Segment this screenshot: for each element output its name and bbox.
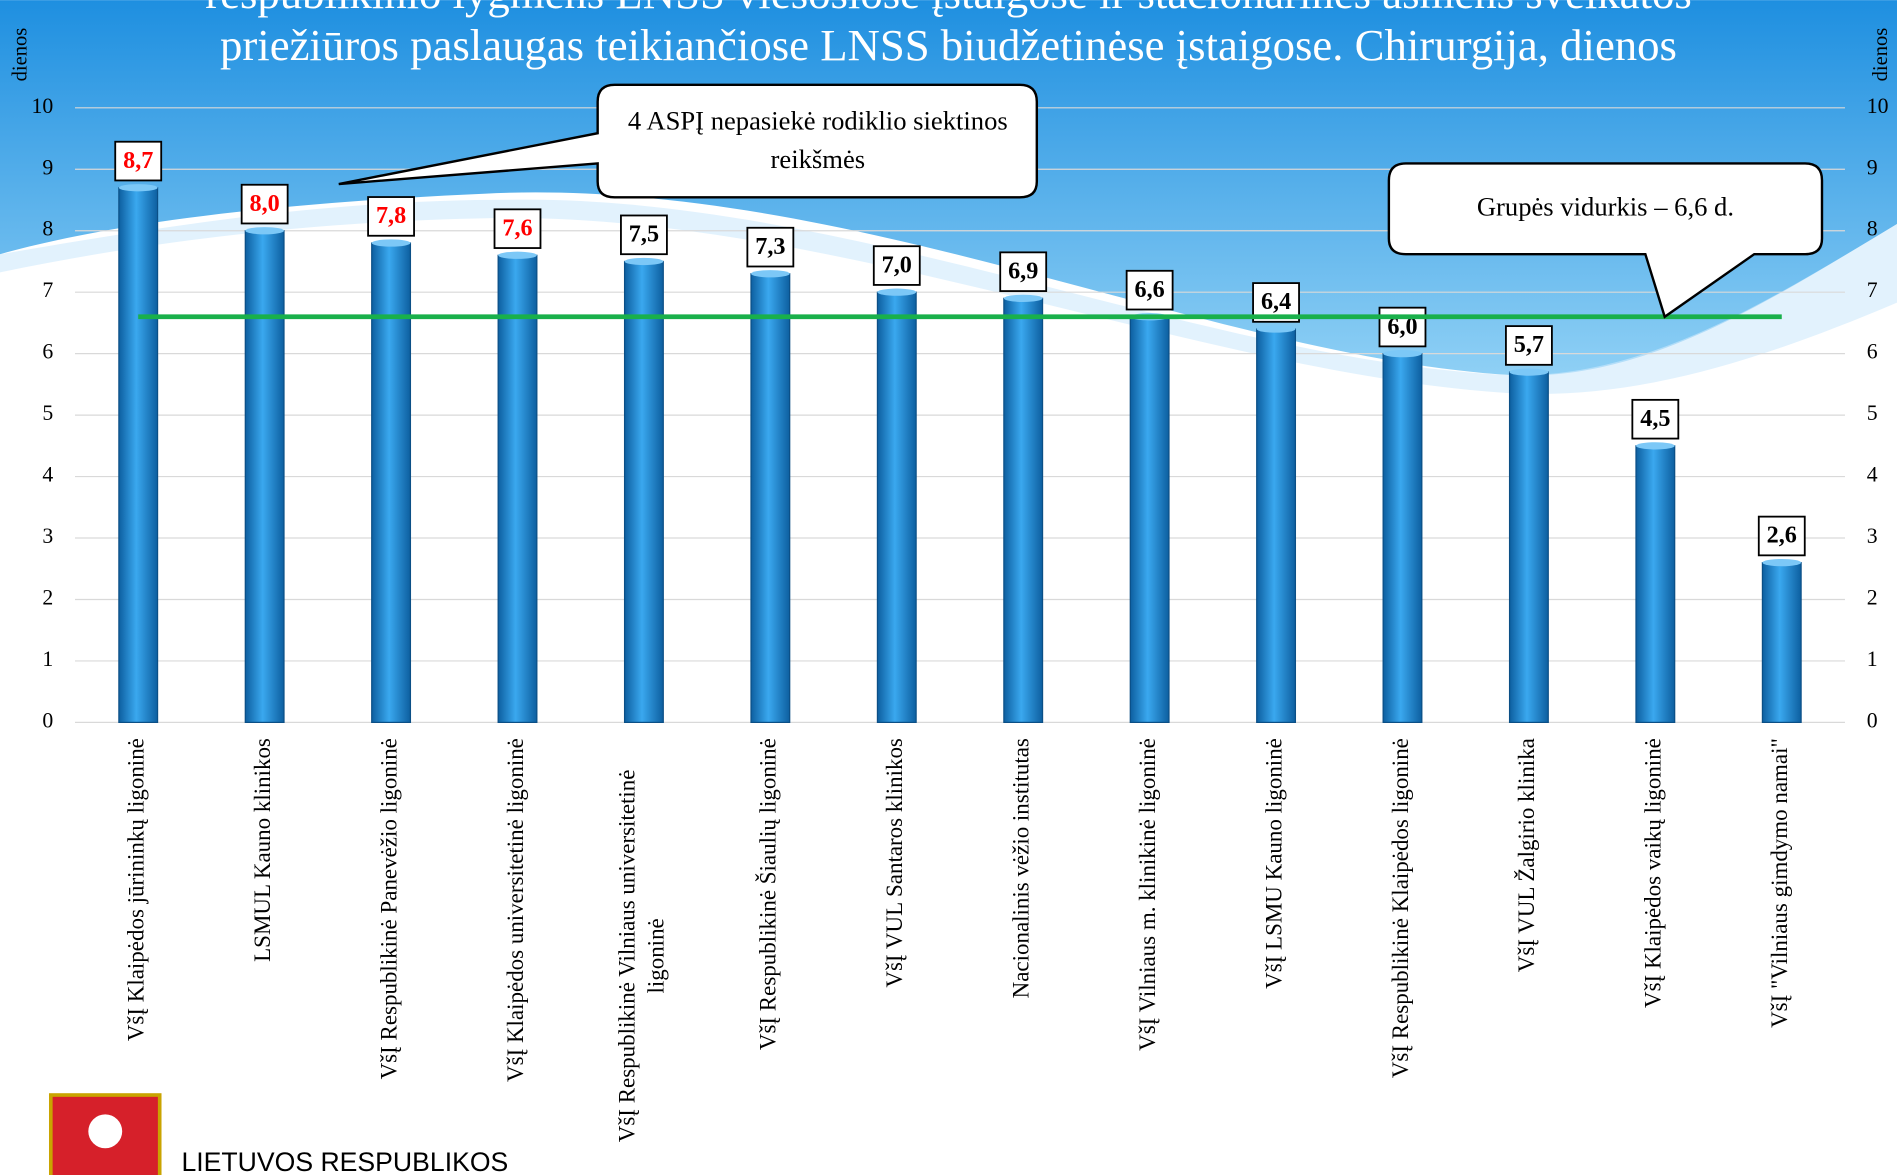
y2-tick-label: 8 [1867, 217, 1878, 241]
bar-cap [1762, 559, 1801, 566]
y-tick-label: 9 [42, 155, 53, 179]
value-label: 6,9 [1008, 257, 1038, 284]
value-label: 5,7 [1514, 331, 1544, 358]
bar-cap [625, 258, 664, 265]
x-tick-label: VšĮ VUL Santaros klinikos [882, 738, 907, 988]
y-tick-label: 4 [42, 463, 53, 487]
bar [1510, 372, 1549, 722]
y-tick-label: 8 [42, 217, 53, 241]
x-tick-label: VšĮ Klaipėdos universitetinė ligoninė [503, 738, 528, 1082]
logo: LIETUVOS RESPUBLIKOS [51, 1095, 508, 1175]
y2-tick-label: 5 [1867, 401, 1878, 425]
y2-tick-label: 6 [1867, 340, 1878, 364]
y-tick-label: 0 [42, 708, 53, 732]
x-tick-label: VšĮ Respublikinė Klaipėdos ligoninė [1388, 738, 1413, 1078]
bar [498, 255, 537, 722]
bar-cap [498, 252, 537, 259]
x-tick-label: VšĮ Klaipėdos jūrininkų ligoninė [124, 738, 149, 1041]
x-tick-label: VšĮ "Vilniaus gimdymo namai" [1767, 738, 1792, 1028]
bar-cap [245, 227, 284, 234]
x-tick-label: VšĮ VUL Žalgirio klinika [1514, 738, 1539, 972]
bar [1130, 317, 1169, 723]
value-label: 6,6 [1135, 276, 1165, 303]
bar-cap [1383, 350, 1422, 357]
y2-tick-label: 1 [1867, 647, 1878, 671]
y2-tick-label: 7 [1867, 278, 1878, 302]
bar-cap [119, 184, 158, 191]
chart: respublikinio lygmens LNSS viešosiose įs… [0, 0, 1897, 1175]
x-tick-label: VšĮ Klaipėdos vaikų ligoninė [1641, 738, 1666, 1008]
value-label: 7,0 [882, 251, 912, 278]
bar-cap [877, 289, 916, 296]
x-tick-label: VšĮ LSMU Kauno ligoninė [1261, 738, 1286, 989]
y2-tick-label: 10 [1867, 94, 1889, 118]
bar [1762, 563, 1801, 723]
y2-tick-label: 0 [1867, 708, 1878, 732]
bar [625, 261, 664, 722]
x-tick-label: VšĮ Respublikinė Šiaulių ligoninė [755, 738, 781, 1050]
value-label: 7,3 [755, 233, 785, 260]
title-line: respublikinio lygmens LNSS viešosiose įs… [205, 0, 1692, 18]
bar [1383, 354, 1422, 723]
bar-cap [1636, 442, 1675, 449]
value-label: 7,5 [629, 221, 659, 248]
value-label: 7,8 [376, 202, 406, 229]
bar [751, 274, 790, 723]
value-label: 8,0 [250, 190, 280, 217]
bar-cap [1257, 325, 1296, 332]
x-tick-label: VšĮ Vilniaus m. klinikinė ligoninė [1135, 738, 1160, 1051]
y2-tick-label: 2 [1867, 585, 1878, 609]
bar [1257, 329, 1296, 722]
footer-text: LIETUVOS RESPUBLIKOS [181, 1147, 508, 1175]
y-tick-label: 10 [31, 94, 53, 118]
bar [119, 188, 158, 723]
value-label: 8,7 [123, 147, 153, 174]
x-tick-label: VšĮ Respublikinė Vilniaus universitetinė… [615, 770, 669, 1143]
bar-cap [1004, 295, 1043, 302]
x-tick-label: LSMUL Kauno klinikos [250, 738, 275, 962]
value-label: 4,5 [1640, 405, 1670, 432]
value-label: 6,4 [1261, 288, 1291, 315]
y-axis-label: dienos [9, 28, 31, 82]
y-tick-label: 1 [42, 647, 53, 671]
y-tick-label: 3 [42, 524, 53, 548]
title-line: priežiūros paslaugas teikiančiose LNSS b… [220, 20, 1677, 70]
y-tick-label: 7 [42, 278, 53, 302]
y2-tick-label: 9 [1867, 155, 1878, 179]
y-tick-label: 5 [42, 401, 53, 425]
callout-text: Grupės vidurkis – 6,6 d. [1477, 192, 1734, 222]
bar [245, 231, 284, 723]
bar-cap [1510, 368, 1549, 375]
bar [1636, 446, 1675, 723]
value-label: 2,6 [1767, 522, 1797, 549]
y2-axis-label: dienos [1870, 28, 1892, 82]
bar-cap [751, 270, 790, 277]
x-tick-label: VšĮ Respublikinė Panevėžio ligoninė [376, 738, 401, 1079]
bar-cap [372, 239, 411, 246]
y2-tick-label: 3 [1867, 524, 1878, 548]
value-label: 7,6 [502, 214, 532, 241]
bar [1004, 298, 1043, 722]
y2-tick-label: 4 [1867, 463, 1878, 487]
y-tick-label: 2 [42, 585, 53, 609]
bar [877, 292, 916, 722]
y-tick-label: 6 [42, 340, 53, 364]
x-tick-label: Nacionalinis vėžio institutas [1008, 738, 1033, 998]
